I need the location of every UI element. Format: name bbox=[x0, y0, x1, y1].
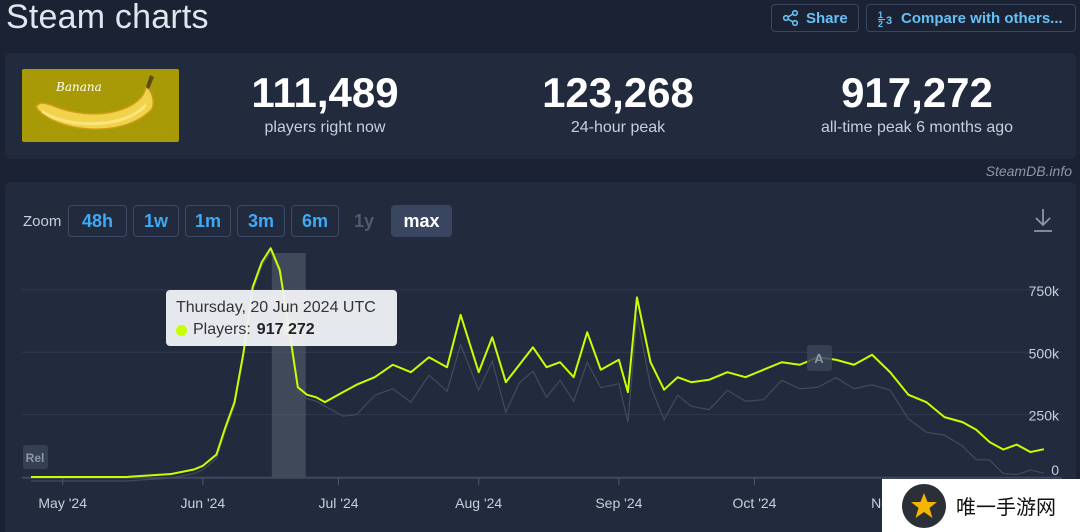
annotation-marker-label: A bbox=[814, 351, 824, 366]
y-tick-label: 500k bbox=[1029, 345, 1060, 361]
tooltip-value: 917 272 bbox=[256, 321, 315, 338]
y-tick-label: 750k bbox=[1029, 283, 1060, 299]
stat-label: 24-hour peak bbox=[570, 119, 666, 136]
zoom-button-1w[interactable]: 1w bbox=[133, 205, 179, 237]
zoom-button-3m[interactable]: 3m bbox=[237, 205, 285, 237]
y-tick-label: 0 bbox=[1051, 462, 1059, 478]
zoom-button-6m[interactable]: 6m bbox=[291, 205, 339, 237]
release-marker bbox=[23, 445, 48, 469]
zoom-button-48h[interactable]: 48h bbox=[68, 205, 127, 237]
x-tick-label: Oct '24 bbox=[733, 495, 777, 511]
compare-label: Compare with others... bbox=[901, 9, 1063, 27]
stats-panel: Banana 111,489 players right now 123,268… bbox=[5, 53, 1076, 159]
game-banner-image[interactable]: Banana bbox=[22, 69, 179, 142]
x-tick-label: Jun '24 bbox=[181, 495, 226, 511]
zoom-button-1m[interactable]: 1m bbox=[185, 205, 231, 237]
chart-tooltip: Thursday, 20 Jun 2024 UTC Players: 917 2… bbox=[166, 290, 397, 346]
stat-label: players right now bbox=[264, 119, 386, 136]
zoom-button-max[interactable]: max bbox=[391, 205, 452, 237]
x-tick-label: Aug '24 bbox=[455, 495, 502, 511]
tooltip-date: Thursday, 20 Jun 2024 UTC bbox=[176, 299, 376, 316]
svg-text:2: 2 bbox=[878, 19, 883, 27]
secondary-series-line bbox=[31, 250, 1045, 482]
site-watermark-badge: 唯一手游网 bbox=[882, 479, 1080, 532]
zoom-button-1y: 1y bbox=[353, 210, 375, 231]
x-tick-label: Jul '24 bbox=[319, 495, 359, 511]
game-title-text: Banana bbox=[55, 80, 102, 94]
badge-text: 唯一手游网 bbox=[956, 495, 1056, 519]
x-tick-label: Sep '24 bbox=[595, 495, 642, 511]
share-label: Share bbox=[806, 9, 848, 27]
series-line-players bbox=[31, 247, 1045, 478]
x-tick-label: May '24 bbox=[38, 495, 87, 511]
stat-current-players: 111,489 players right now bbox=[225, 67, 425, 137]
stat-value: 123,268 bbox=[542, 69, 694, 116]
tooltip-series-label: Players: bbox=[193, 321, 251, 338]
release-marker-label: Rel bbox=[26, 451, 45, 465]
share-icon bbox=[782, 9, 799, 27]
stat-value: 111,489 bbox=[251, 69, 399, 116]
hover-highlight-band bbox=[271, 253, 306, 477]
stat-label: all-time peak 6 months ago bbox=[820, 119, 1014, 136]
stat-value: 917,272 bbox=[841, 69, 993, 116]
svg-text:1: 1 bbox=[878, 10, 883, 20]
steamdb-watermark[interactable]: SteamDB.info bbox=[985, 163, 1072, 179]
annotation-marker bbox=[807, 345, 832, 371]
download-icon[interactable] bbox=[1032, 207, 1054, 233]
svg-text:3: 3 bbox=[886, 15, 892, 27]
page-title: Steam charts bbox=[6, 0, 209, 36]
star-logo-icon bbox=[902, 483, 946, 528]
compare-button[interactable]: 1 2 3 Compare with others... bbox=[866, 4, 1076, 32]
y-tick-label: 250k bbox=[1029, 408, 1060, 424]
share-button[interactable]: Share bbox=[771, 4, 859, 32]
stat-24h-peak: 123,268 24-hour peak bbox=[518, 67, 718, 137]
zoom-label: Zoom bbox=[23, 213, 62, 230]
compare-icon: 1 2 3 bbox=[878, 10, 892, 27]
series-dot bbox=[176, 324, 187, 336]
stat-all-time-peak: 917,272 all-time peak 6 months ago bbox=[787, 67, 1047, 137]
banana-image: Banana bbox=[35, 75, 155, 130]
